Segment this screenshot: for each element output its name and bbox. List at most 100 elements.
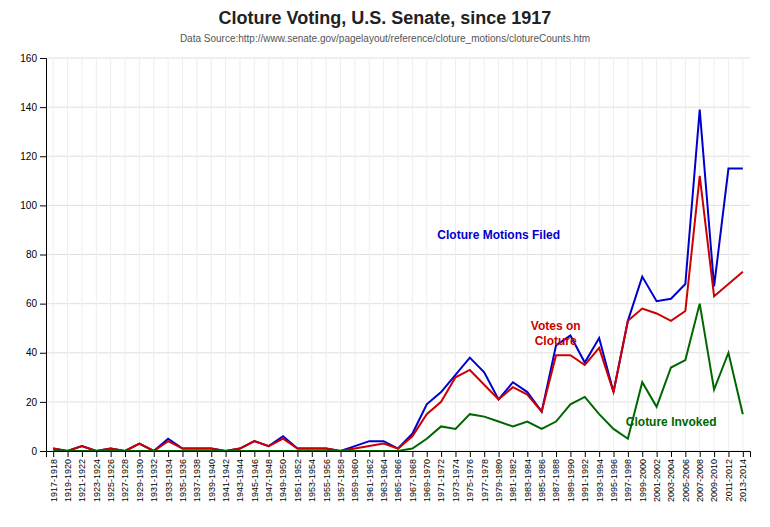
tick-mark	[671, 451, 672, 457]
grid-line	[283, 58, 284, 451]
tick-label: 1981-1982	[508, 459, 518, 502]
tick-mark	[499, 451, 500, 457]
tick: 1991-1992	[580, 451, 590, 502]
tick: 1979-1980	[494, 451, 504, 502]
tick-mark	[369, 451, 370, 457]
tick-label: 80	[26, 249, 38, 260]
tick-mark	[455, 451, 456, 457]
grid-line	[469, 58, 470, 451]
plot: 1917-19181919-19201921-19221923-19241925…	[20, 53, 750, 502]
tick-mark	[470, 451, 471, 457]
tick-mark	[714, 451, 715, 457]
tick-label: 60	[26, 298, 38, 309]
tick-mark	[427, 451, 428, 457]
series-label-line: Cloture Motions Filed	[437, 228, 560, 242]
tick: 1971-1972	[436, 451, 446, 502]
tick: 20	[26, 397, 46, 408]
tick-label: 1957-1958	[336, 459, 346, 502]
tick-label: 1945-1946	[250, 459, 260, 502]
tick: 1923-1924	[92, 451, 102, 502]
tick: 160	[20, 53, 46, 64]
tick-mark	[283, 451, 284, 457]
tick: 2007-2008	[695, 451, 705, 502]
tick-mark	[269, 451, 270, 457]
grid-line	[556, 58, 557, 451]
tick-label: 2011-2012	[724, 459, 734, 501]
tick: 1917-1918	[49, 451, 59, 502]
tick-label: 1987-1988	[551, 459, 561, 502]
grid-line	[211, 58, 212, 451]
tick-label: 1929-1930	[135, 459, 145, 502]
tick-label: 2013-2014	[738, 459, 748, 502]
tick-label: 1961-1962	[365, 459, 375, 502]
grid-line	[570, 58, 571, 451]
grid-line	[268, 58, 269, 451]
tick: 60	[26, 298, 46, 309]
tick-label: 2001-2002	[652, 459, 662, 502]
tick-mark	[82, 451, 83, 457]
tick-label: 1975-1976	[465, 459, 475, 502]
tick-mark	[68, 451, 69, 457]
grid-line	[512, 58, 513, 451]
tick-mark	[685, 451, 686, 457]
grid-line	[254, 58, 255, 451]
line	[53, 110, 743, 451]
tick: 1955-1956	[322, 451, 332, 502]
tick: 1957-1958	[336, 451, 346, 502]
tick-label: 1969-1970	[422, 459, 432, 502]
lines	[53, 110, 743, 451]
tick-mark	[297, 451, 298, 457]
tick-mark	[398, 451, 399, 457]
tick-label: 160	[20, 53, 37, 64]
grid-line	[455, 58, 456, 451]
grid-line	[67, 58, 68, 451]
tick: 1973-1974	[451, 451, 461, 502]
grid-line	[627, 58, 628, 451]
tick-mark	[441, 451, 442, 457]
tick-mark	[111, 451, 112, 457]
grid-line	[383, 58, 384, 451]
tick-mark	[53, 451, 54, 457]
tick-mark	[40, 451, 46, 452]
tick-label: 1921-1922	[77, 459, 87, 502]
tick-label: 1919-1920	[63, 459, 73, 502]
grid-line	[728, 58, 729, 451]
tick-mark	[40, 107, 46, 108]
tick: 1949-1950	[278, 451, 288, 502]
tick-mark	[40, 304, 46, 305]
grid-line	[81, 58, 82, 451]
tick-label: 2009-2010	[709, 459, 719, 502]
tick-label: 1943-1944	[235, 459, 245, 502]
tick-label: 1991-1992	[580, 459, 590, 502]
tick: 1933-1934	[164, 451, 174, 502]
tick-label: 1953-1954	[307, 459, 317, 502]
grid-line	[670, 58, 671, 451]
subtitle: Data Source:http://www.senate.gov/pagela…	[180, 33, 590, 44]
tick-label: 1933-1934	[164, 459, 174, 502]
tick-mark	[125, 451, 126, 457]
grid-line	[340, 58, 341, 451]
grid-line	[168, 58, 169, 451]
tick-mark	[542, 451, 543, 457]
x-axis: 1917-19181919-19201921-19221923-19241925…	[47, 451, 751, 502]
tick-label: 1997-1998	[623, 459, 633, 502]
tick: 1953-1954	[307, 451, 317, 502]
tick-mark	[657, 451, 658, 457]
tick-mark	[527, 451, 528, 457]
tick-label: 1931-1932	[149, 459, 159, 502]
tick-label: 1963-1964	[379, 459, 389, 502]
tick-mark	[484, 451, 485, 457]
grid-line	[498, 58, 499, 451]
tick: 1997-1998	[623, 451, 633, 502]
tick-mark	[614, 451, 615, 457]
grid-line	[239, 58, 240, 451]
grid-line	[225, 58, 226, 451]
tick-label: 1985-1986	[537, 459, 547, 502]
grid-line	[139, 58, 140, 451]
tick: 1927-1928	[120, 451, 130, 502]
grid-line	[742, 58, 743, 451]
tick-label: 1959-1960	[350, 459, 360, 502]
tick-label: 120	[20, 151, 37, 162]
tick: 1931-1932	[149, 451, 159, 502]
tick-mark	[240, 451, 241, 457]
